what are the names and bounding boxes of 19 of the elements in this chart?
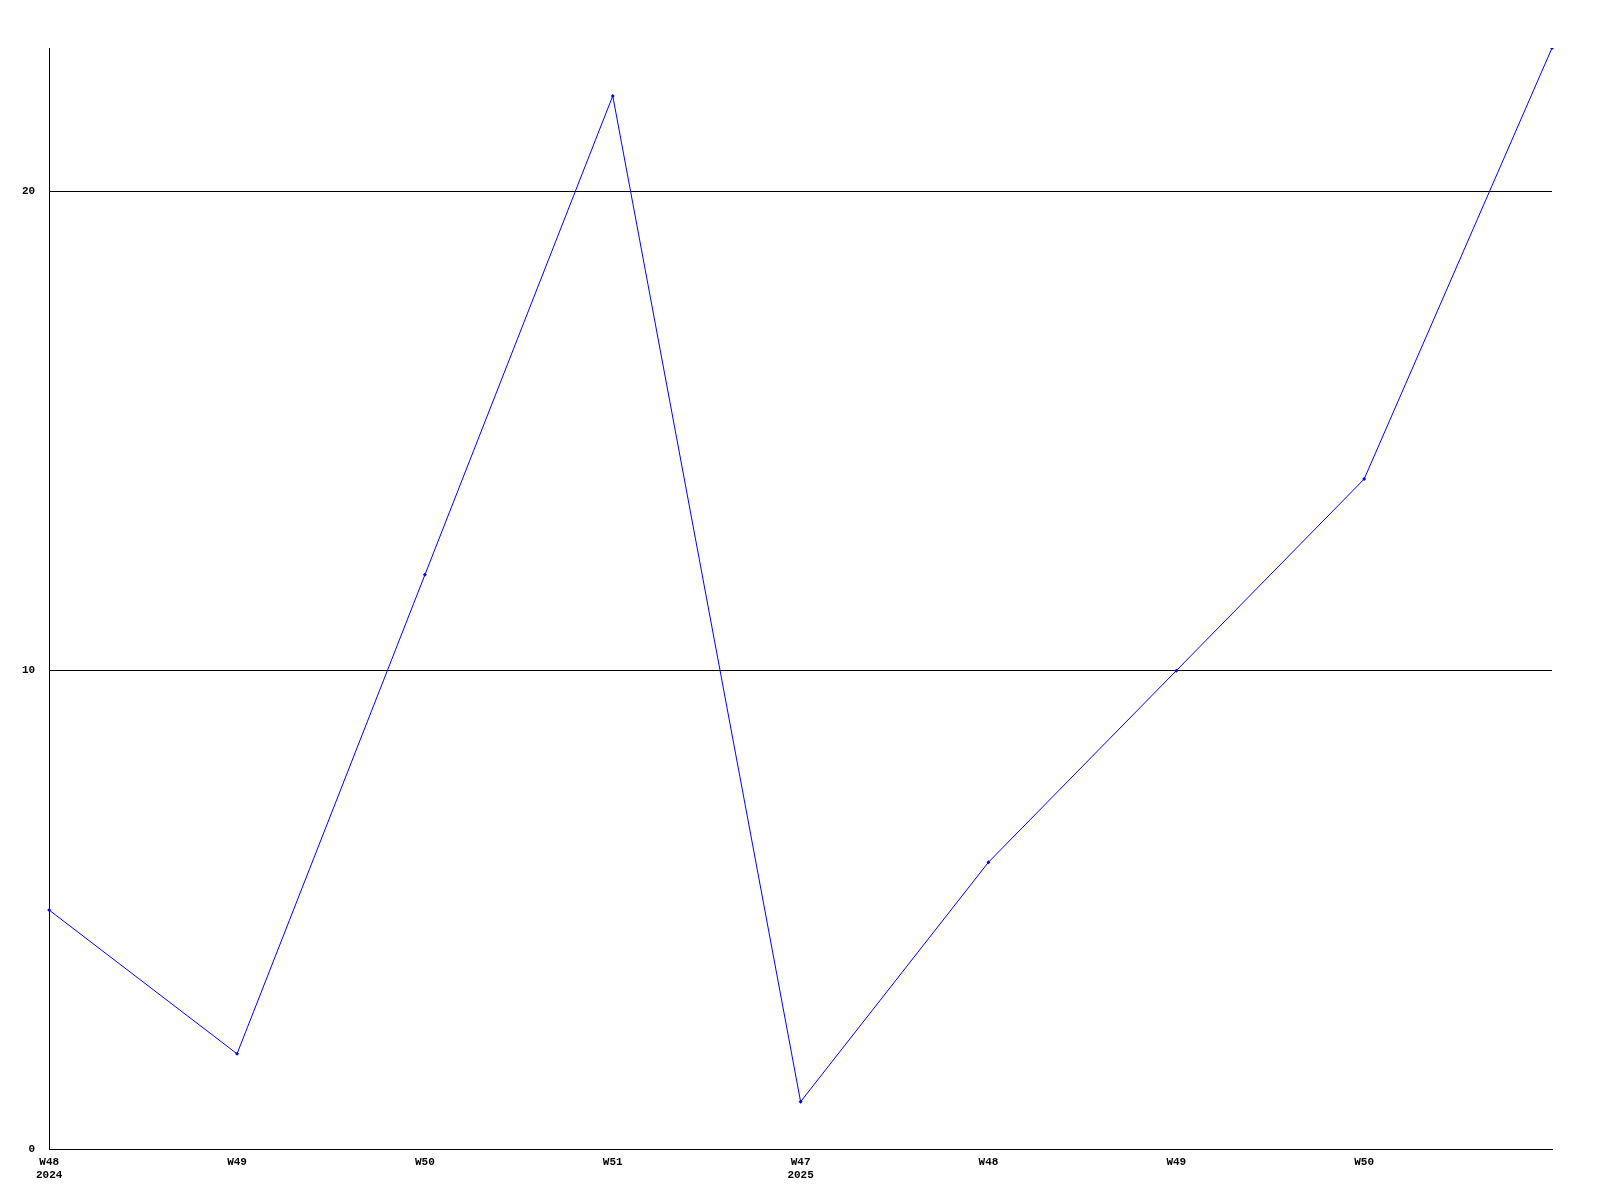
x-tick-label: W49 [1166, 1155, 1187, 1168]
x-tick-label: W51 [602, 1155, 624, 1168]
y-tick-label: 0 [28, 1143, 36, 1156]
point [1174, 668, 1179, 673]
point [422, 572, 427, 577]
point [1362, 477, 1367, 482]
x-tick-label: W50 [415, 1155, 435, 1168]
x-tick-label: W48 2024 [36, 1155, 63, 1182]
y-tick-label: 10 [22, 664, 36, 677]
x-tick-label: W47 2025 [787, 1155, 815, 1182]
x-tick-label: W50 [1354, 1155, 1375, 1168]
point [235, 1051, 240, 1056]
point [47, 908, 52, 913]
point [798, 1099, 803, 1104]
y-tick-label: 20 [22, 185, 36, 198]
point [610, 93, 615, 98]
x-tick-label: W48 [978, 1155, 999, 1168]
x-tick-label: W49 [227, 1155, 247, 1168]
point [986, 860, 991, 865]
